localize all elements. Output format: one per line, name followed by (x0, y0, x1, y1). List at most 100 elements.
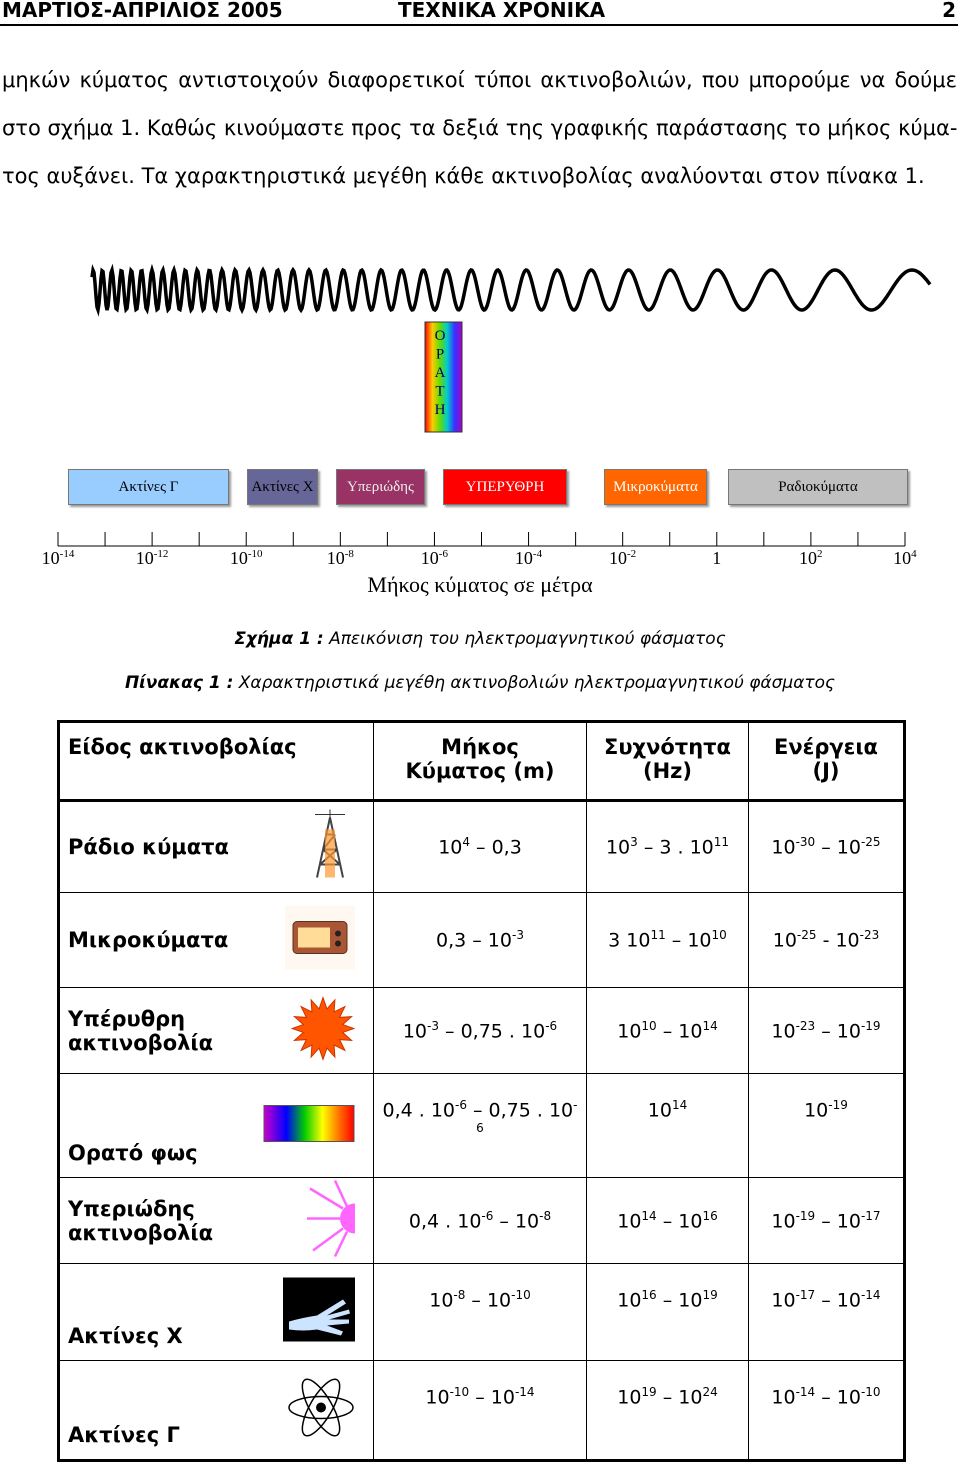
running-header: ΜΑΡΤΙΟΣ-ΑΠΡΙΛΙΟΣ 2005 ΤΕΧΝΙΚΑ ΧΡΟΝΙΚΑ 2 (0, 0, 958, 26)
text-run: – 10 (469, 1386, 515, 1409)
superscript: 10 (641, 1018, 657, 1033)
value-cell: 10-30 – 10-25 (748, 800, 905, 893)
superscript: -30 (795, 835, 816, 850)
text-run: 10 (617, 1289, 642, 1312)
scale-label: 10-12 (136, 548, 169, 569)
text-run: 0,3 – 10 (436, 929, 512, 952)
icon (283, 1277, 355, 1347)
superscript: -25 (860, 835, 881, 850)
text-run: 0,4 . 10 (382, 1099, 455, 1122)
value-cell: 104 – 0,3 (373, 800, 587, 893)
table-caption: Πίνακας 1 : Χαρακτηριστικά μεγέθη ακτινο… (0, 673, 960, 693)
header-line: (Hz) (643, 759, 692, 783)
value-cell: 10-25 - 10-23 (748, 892, 905, 988)
superscript: -19 (795, 1208, 816, 1223)
superscript: 16 (641, 1288, 657, 1302)
table-row: Μικροκύματα 0,3 – 10-3 3 1011 – 1010 10-25 … (58, 892, 905, 988)
text-run: – 10 (656, 1210, 703, 1233)
text-run: – 0,75 . 10 (439, 1020, 546, 1043)
table-row: Ορατό φως 0,4 . 10-6 – 0,75 . 10-6 1014 10-… (58, 1073, 905, 1178)
text-run: 10 (771, 1289, 796, 1312)
icon (285, 905, 355, 975)
caption-text: Χαρακτηριστικά μεγέθη ακτινοβολιών ηλεκτ… (238, 673, 836, 693)
text-run: 10 (605, 836, 631, 859)
header-line: Μήκος (441, 735, 519, 759)
text-run: – 10 (656, 1386, 703, 1409)
text-run: 10 (617, 1020, 642, 1043)
text-run: 10 (799, 548, 818, 568)
value-cell: 3 1011 – 1010 (586, 892, 749, 988)
header-line: Είδος ακτινοβολίας (68, 735, 297, 759)
superscript: -2 (627, 548, 637, 560)
text-run: 3 10 (608, 929, 651, 952)
header-left: ΜΑΡΤΙΟΣ-ΑΠΡΙΛΙΟΣ 2005 (2, 0, 283, 22)
name-line: Ακτίνες Γ (68, 1423, 180, 1447)
name-cell: Ακτίνες Χ (58, 1263, 374, 1361)
superscript: -8 (453, 1288, 466, 1302)
scale-label: 10-6 (421, 548, 448, 569)
icon (305, 809, 355, 885)
superscript: -17 (860, 1208, 881, 1223)
text-run: 10 (771, 836, 796, 859)
name-line: Ορατό φως (68, 1141, 198, 1165)
value-cell: 1014 (586, 1073, 749, 1178)
header-line: (J) (812, 759, 840, 783)
scale-label: 102 (799, 548, 823, 569)
value-cell: 10-23 – 10-19 (748, 987, 905, 1074)
text-run: 10 (425, 1386, 450, 1409)
name-line: Ακτίνες Χ (68, 1324, 183, 1348)
band: Ακτίνες Χ (247, 469, 318, 505)
superscript: 19 (641, 1385, 657, 1399)
text-run: – 10 (815, 1289, 861, 1312)
superscript: -23 (859, 928, 880, 943)
text-run: 0,4 . 10 (408, 1210, 482, 1233)
header-cell: Συχνότητα (Hz) (586, 721, 749, 802)
text-run: 10 (617, 1210, 642, 1233)
text-run: – 10 (815, 1020, 861, 1043)
axis-label: Μήκος κύματος σε μέτρα (367, 572, 593, 597)
text-run: 10 (135, 548, 154, 568)
text-run: 10 (893, 548, 912, 568)
superscript: -6 (455, 1098, 467, 1112)
superscript: 2 (817, 548, 823, 560)
header-center: ΤΕΧΝΙΚΑ ΧΡΟΝΙΚΑ (398, 0, 606, 22)
header-cell: Ενέργεια (J) (748, 721, 905, 802)
name-line: Υπεριώδης (68, 1196, 195, 1221)
header-line: Συχνότητα (604, 735, 731, 759)
name-line: ακτινοβολία (68, 1030, 214, 1055)
table-row: Υπέρυθρη ακτινοβολία 10-3 – 0,75 . 10-6 101… (58, 987, 905, 1074)
name-line: Ράδιο κύματα (68, 835, 229, 859)
visible-bar (424, 321, 463, 433)
text-run: 10 (617, 1386, 642, 1409)
superscript: -10 (449, 1385, 470, 1399)
header-cell: Είδος ακτινοβολίας (58, 721, 374, 802)
table: Είδος ακτινοβολίας Μήκος Κύματος (m) Συχνότ… (57, 720, 906, 1462)
value-cell: 1016 – 1019 (586, 1263, 749, 1361)
value-cell: 10-10 – 10-14 (373, 1360, 587, 1461)
superscript: -6 (481, 1208, 494, 1223)
table-row: Ράδιο κύματα 104 – 0,3 103 – 3 . 1011 10-30… (58, 800, 905, 893)
text-run: 10 (429, 1289, 454, 1312)
value-cell: 1010 – 1014 (586, 987, 749, 1074)
value-cell: 1019 – 1024 (586, 1360, 749, 1461)
name-cell: Ράδιο κύματα (58, 800, 374, 893)
text-run: 10 (326, 548, 345, 568)
text-run: 10 (229, 548, 248, 568)
superscript: 24 (702, 1385, 718, 1399)
caption-label: Πίνακας 1 : (124, 673, 234, 693)
visible-letter: Α (435, 365, 446, 381)
text-run: 10 (804, 1099, 829, 1122)
paragraph: μηκών κύματος αντιστοιχούν διαφορετικοί … (2, 60, 957, 204)
text-run: – 10 (815, 1386, 861, 1409)
superscript: -14 (514, 1385, 535, 1399)
text-run: 10 (771, 1210, 796, 1233)
table-row: Ακτίνες Χ 10-8 – 10-10 1016 – 1019 10-17 – … (58, 1263, 905, 1361)
text-run: – 10 (656, 1289, 703, 1312)
superscript: -10 (860, 1385, 881, 1399)
paragraph-line: τος αυξάνει. Τα χαρακτηριστικά μεγέθη κά… (2, 164, 925, 188)
superscript: -8 (539, 1208, 552, 1223)
band: ΥΠΕΡΥΘΡΗ (443, 469, 567, 505)
text-run: 10 (402, 1020, 428, 1043)
caption-label: Σχήμα 1 : (234, 629, 324, 649)
text-run: 10 (420, 548, 439, 568)
